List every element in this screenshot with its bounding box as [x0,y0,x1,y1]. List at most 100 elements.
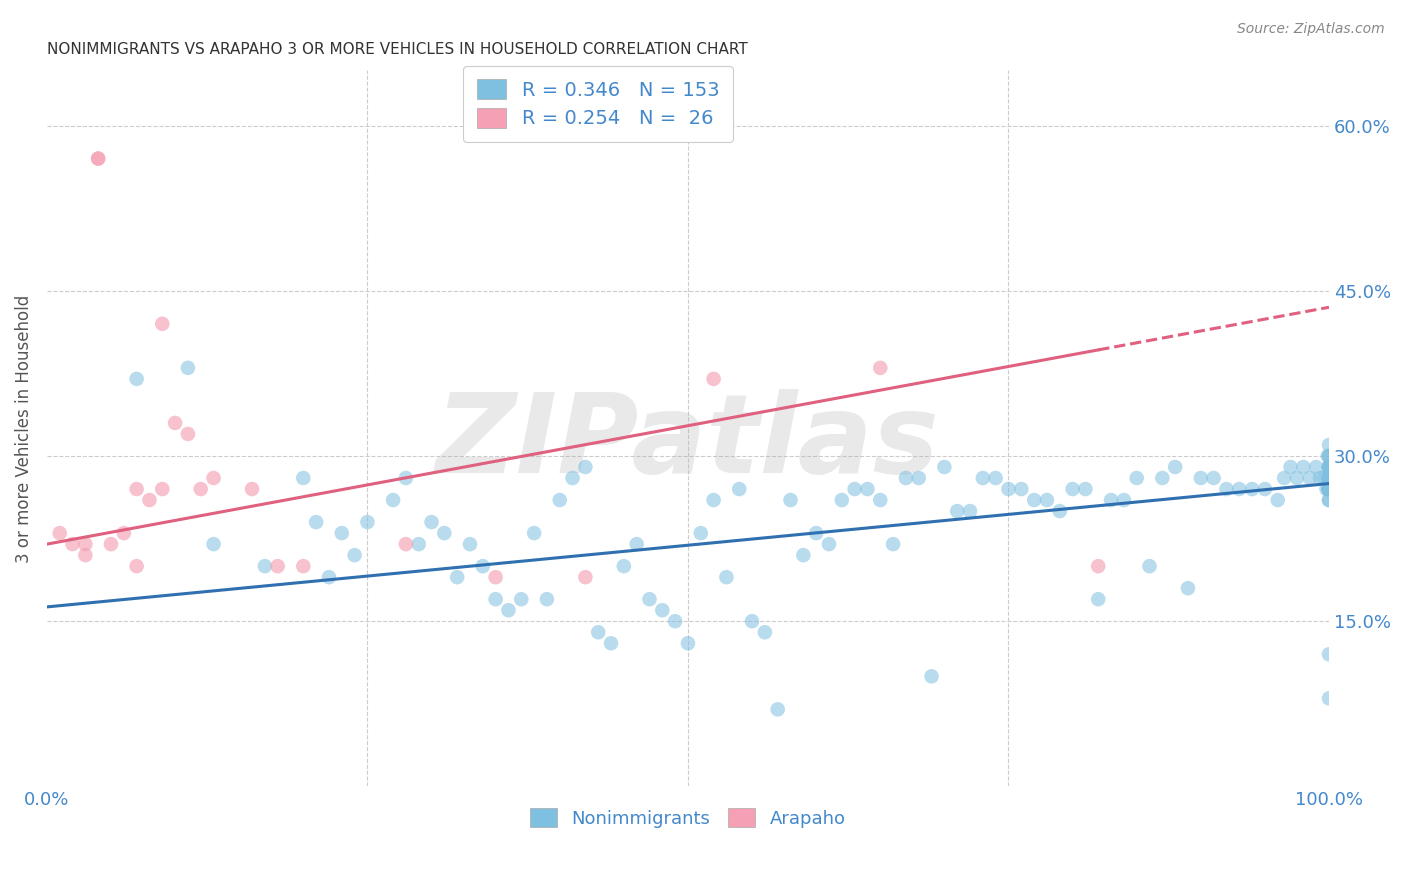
Point [1317,471,1340,485]
Point [510,592,533,607]
Point [1317,482,1340,496]
Point [471,559,494,574]
Point [1309,471,1331,485]
Y-axis label: 3 or more Vehicles in Household: 3 or more Vehicles in Household [15,294,32,563]
Point [1317,471,1340,485]
Point [485,592,508,607]
Point [1317,471,1340,485]
Point [638,592,661,607]
Point [75,537,97,551]
Point [1317,482,1340,496]
Point [1317,482,1340,496]
Point [150,482,173,496]
Point [1317,460,1340,475]
Point [766,702,789,716]
Point [574,460,596,475]
Point [664,614,686,628]
Point [1317,482,1340,496]
Point [1279,460,1302,475]
Point [408,537,430,551]
Point [676,636,699,650]
Point [1299,471,1322,485]
Point [984,471,1007,485]
Point [356,515,378,529]
Point [934,460,956,475]
Legend: Nonimmigrants, Arapaho: Nonimmigrants, Arapaho [523,801,853,835]
Point [1317,482,1340,496]
Point [869,360,891,375]
Point [330,526,353,541]
Point [600,636,623,650]
Point [1074,482,1097,496]
Point [292,471,315,485]
Point [1317,460,1340,475]
Point [1272,471,1295,485]
Point [1317,438,1340,452]
Point [1202,471,1225,485]
Point [62,537,84,551]
Point [536,592,558,607]
Point [125,482,148,496]
Point [1177,581,1199,595]
Point [818,537,841,551]
Point [804,526,827,541]
Point [177,360,200,375]
Point [959,504,981,518]
Point [1317,460,1340,475]
Point [1317,460,1340,475]
Point [1317,482,1340,496]
Point [1317,460,1340,475]
Point [651,603,673,617]
Point [728,482,751,496]
Point [1317,482,1340,496]
Point [907,471,929,485]
Point [1317,493,1340,508]
Point [498,603,520,617]
Point [1164,460,1187,475]
Point [165,416,187,430]
Point [1267,493,1289,508]
Point [1317,482,1340,496]
Point [240,482,263,496]
Point [1317,482,1340,496]
Point [1292,460,1315,475]
Point [1317,471,1340,485]
Point [1317,482,1340,496]
Point [869,493,891,508]
Point [1036,493,1059,508]
Point [1317,482,1340,496]
Point [1317,471,1340,485]
Point [1317,471,1340,485]
Point [1062,482,1084,496]
Point [1317,471,1340,485]
Point [292,559,315,574]
Point [1315,482,1337,496]
Point [1317,460,1340,475]
Point [1317,482,1340,496]
Point [1317,482,1340,496]
Point [997,482,1019,496]
Point [1087,592,1109,607]
Point [613,559,636,574]
Point [1099,493,1122,508]
Point [395,537,418,551]
Point [1087,559,1109,574]
Point [1317,648,1340,662]
Point [561,471,583,485]
Point [125,372,148,386]
Point [202,537,225,551]
Point [343,548,366,562]
Point [1227,482,1250,496]
Point [202,471,225,485]
Point [100,537,122,551]
Point [1317,449,1340,463]
Point [1254,482,1277,496]
Point [1152,471,1174,485]
Point [87,152,110,166]
Point [946,504,969,518]
Point [138,493,160,508]
Point [1317,691,1340,706]
Point [972,471,994,485]
Point [626,537,648,551]
Point [1317,471,1340,485]
